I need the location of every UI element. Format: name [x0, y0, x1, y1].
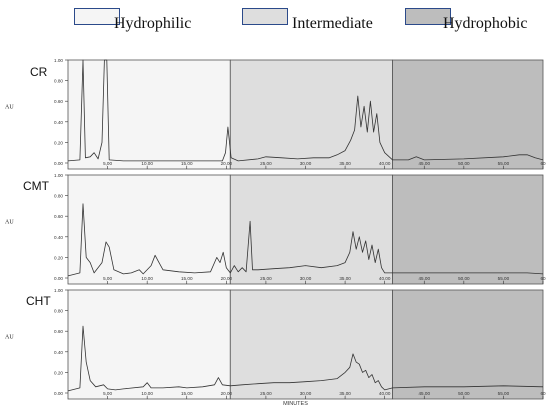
y-axis-label: AU: [5, 105, 14, 111]
legend-label-intermediate: Intermediate: [292, 15, 373, 32]
x-tick-label: 45,00: [419, 161, 431, 166]
x-tick-label: 20,00: [221, 161, 233, 166]
x-tick-label: 50,00: [458, 161, 470, 166]
x-tick-label: 15,00: [181, 276, 193, 281]
y-tick-label: 0.40: [54, 235, 63, 240]
series-line-cmt: [67, 203, 544, 277]
x-tick-label: 5,00: [103, 161, 112, 166]
series-line-cht: [67, 325, 544, 392]
region-hydrophilic-cr: [67, 59, 231, 170]
region-hydrophilic-cmt: [67, 174, 231, 285]
x-tick-label: 10,00: [141, 161, 153, 166]
y-tick-label: 0.80: [54, 309, 63, 314]
y-tick-label: 0.00: [54, 161, 63, 166]
x-tick-label: 30,00: [300, 276, 312, 281]
region-hydrophobic-cr: [392, 59, 544, 170]
region-hydrophobic-cht: [392, 289, 544, 400]
x-tick-label: 50,00: [458, 391, 470, 396]
panel-label-cht: CHT: [26, 294, 51, 308]
x-tick-label: 35,00: [339, 391, 351, 396]
x-tick-label: 55,00: [498, 391, 510, 396]
x-tick-label: 25,00: [260, 161, 272, 166]
y-axis-label: AU: [5, 335, 14, 341]
region-hydrophilic-cht: [67, 289, 231, 400]
x-tick-label: 45,00: [419, 391, 431, 396]
x-tick-label: 40,00: [379, 161, 391, 166]
region-hydrophobic-cmt: [392, 174, 544, 285]
legend-label-hydrophilic: Hydrophilic: [114, 15, 192, 32]
x-tick-label: 55,00: [498, 161, 510, 166]
y-tick-label: 0.80: [54, 194, 63, 199]
y-tick-label: 0.20: [54, 370, 63, 375]
legend-swatch-intermediate: [242, 8, 288, 25]
x-tick-label: 40,00: [379, 276, 391, 281]
y-tick-label: 0.00: [54, 391, 63, 396]
legend-swatch-hydrophilic: [74, 8, 120, 25]
region-intermediate-cr: [229, 59, 393, 170]
y-tick-label: 0.20: [54, 140, 63, 145]
x-tick-label: 55,00: [498, 276, 510, 281]
legend-label-hydrophobic: Hydrophobic: [443, 15, 528, 32]
x-tick-label: 25,00: [260, 276, 272, 281]
x-tick-label: 35,00: [339, 276, 351, 281]
region-intermediate-cmt: [229, 174, 393, 285]
x-tick-label: 5,00: [103, 391, 112, 396]
y-tick-label: 0.60: [54, 99, 63, 104]
x-tick-label: 10,00: [141, 391, 153, 396]
x-tick-label: 30,00: [300, 391, 312, 396]
x-tick-label: 15,00: [181, 161, 193, 166]
x-tick-label: 60: [540, 161, 546, 166]
region-intermediate-cht: [229, 289, 393, 400]
y-tick-label: 0.00: [54, 276, 63, 281]
y-tick-label: 0.80: [54, 79, 63, 84]
y-tick-label: 0.40: [54, 120, 63, 125]
y-tick-label: 1.00: [54, 58, 63, 63]
panel-label-cr: CR: [30, 65, 48, 79]
x-tick-label: 35,00: [339, 161, 351, 166]
x-tick-label: 50,00: [458, 276, 470, 281]
y-tick-label: 0.40: [54, 350, 63, 355]
y-tick-label: 1.00: [54, 173, 63, 178]
x-axis-label: MINUTES: [283, 401, 308, 407]
x-tick-label: 10,00: [141, 276, 153, 281]
legend: Hydrophilic Intermediate Hydrophobic: [0, 0, 550, 44]
y-tick-label: 1.00: [54, 288, 63, 293]
x-tick-label: 40,00: [379, 391, 391, 396]
y-tick-label: 0.60: [54, 214, 63, 219]
x-tick-label: 60: [540, 276, 546, 281]
x-tick-label: 5,00: [103, 276, 112, 281]
x-tick-label: 20,00: [221, 276, 233, 281]
y-tick-label: 0.60: [54, 329, 63, 334]
x-tick-label: 60: [540, 391, 546, 396]
x-tick-label: 20,00: [221, 391, 233, 396]
x-tick-label: 15,00: [181, 391, 193, 396]
series-line-cr: [67, 59, 544, 162]
legend-swatch-hydrophobic: [405, 8, 451, 25]
x-tick-label: 45,00: [419, 276, 431, 281]
y-axis-label: AU: [5, 220, 14, 226]
panel-label-cmt: CMT: [23, 179, 50, 193]
x-tick-label: 30,00: [300, 161, 312, 166]
y-tick-label: 0.20: [54, 255, 63, 260]
x-tick-label: 25,00: [260, 391, 272, 396]
